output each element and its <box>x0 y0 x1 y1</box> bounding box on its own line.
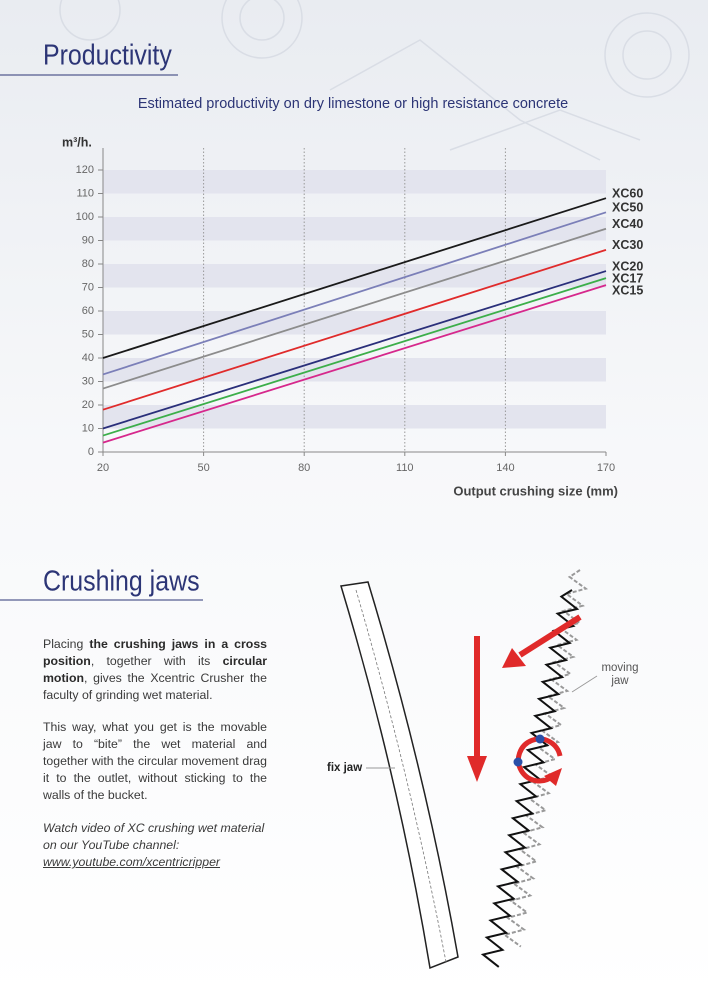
grid-band <box>103 358 606 382</box>
series-line <box>102 197 607 359</box>
bold-text: the crushing jaws in a cross position <box>43 637 267 668</box>
text: , gives the Xcentric Crusher the faculty… <box>43 671 267 702</box>
series-line <box>102 211 607 376</box>
x-tick-label: 20 <box>97 462 109 474</box>
y-tick-label: 0 <box>88 446 94 458</box>
jaw-diagram: fix jaw moving jaw <box>327 569 639 970</box>
series-line <box>102 270 607 430</box>
y-tick-label: 40 <box>82 352 94 364</box>
text: , together with its <box>90 654 223 668</box>
y-tick-label: 30 <box>82 375 94 387</box>
series-label: XC50 <box>612 201 643 215</box>
y-axis-label: m³/h. <box>62 135 92 149</box>
arrow-head <box>467 756 487 782</box>
note-text: Watch video of XC crushing wet material … <box>43 821 265 852</box>
grid-band <box>103 405 606 429</box>
x-tick-label: 80 <box>298 462 310 474</box>
y-tick-label: 10 <box>82 422 94 434</box>
chart-subtitle: Estimated productivity on dry limestone … <box>138 96 568 112</box>
arrow-diagonal <box>518 614 582 658</box>
video-note: Watch video of XC crushing wet material … <box>43 820 267 871</box>
series-label: XC20 <box>612 259 643 273</box>
diagram-label: fix jaw <box>327 762 362 774</box>
arrow-head <box>502 648 526 668</box>
video-link[interactable]: www.youtube.com/xcentricripper <box>43 855 221 869</box>
chart: 0 10 20 30 40 50 60 70 80 90 100 110 120 20 50 80 110 140… <box>76 148 643 474</box>
diagram-label-line: moving <box>601 662 638 674</box>
series-label: XC30 <box>612 238 643 252</box>
paragraph: Placing the crushing jaws in a cross pos… <box>43 636 267 704</box>
text: Placing <box>43 637 90 651</box>
fix-jaw <box>340 581 459 970</box>
series-line <box>102 249 607 411</box>
y-tick-label: 50 <box>82 328 94 340</box>
pivot-dot <box>535 734 545 744</box>
x-tick-label: 170 <box>597 462 615 474</box>
grid-band <box>103 217 606 241</box>
leader-line <box>571 675 598 693</box>
bold-text: circular motion <box>43 654 267 685</box>
fix-jaw-centerline <box>355 589 447 963</box>
x-tick-label: 140 <box>496 462 514 474</box>
x-axis-label: Output crushing size (mm) <box>453 483 618 498</box>
y-tick-label: 20 <box>82 399 94 411</box>
y-tick-label: 70 <box>82 281 94 293</box>
text: This way, what you get is the movable ja… <box>43 720 267 802</box>
x-tick-label: 50 <box>197 462 209 474</box>
series-label: XC15 <box>612 283 643 297</box>
section-title: Crushing jaws <box>43 565 200 597</box>
y-tick-label: 120 <box>76 164 94 176</box>
diagram-label-line: jaw <box>610 675 629 687</box>
diagram-label: moving jaw <box>601 662 638 687</box>
grid-band <box>103 170 606 194</box>
x-tick-label: 110 <box>396 462 414 474</box>
background-art <box>59 0 690 161</box>
circular-motion <box>515 736 563 784</box>
y-tick-label: 60 <box>82 305 94 317</box>
grid-band <box>103 311 606 335</box>
series-line <box>102 284 607 444</box>
series-label: XC60 <box>612 186 643 200</box>
y-tick-label: 80 <box>82 258 94 270</box>
y-tick-label: 110 <box>76 187 94 199</box>
series-line <box>102 277 607 437</box>
moving-jaw-outline <box>502 569 589 948</box>
section-title: Productivity <box>43 39 172 71</box>
series-label: XC17 <box>612 271 643 285</box>
y-tick-label: 90 <box>82 234 94 246</box>
y-tick-label: 100 <box>76 211 94 223</box>
series-label: XC40 <box>612 217 643 231</box>
arrow-head <box>544 768 562 786</box>
grid-band <box>103 264 606 288</box>
pivot-dot <box>513 757 523 767</box>
paragraph: This way, what you get is the movable ja… <box>43 719 267 804</box>
series-line <box>102 227 607 390</box>
